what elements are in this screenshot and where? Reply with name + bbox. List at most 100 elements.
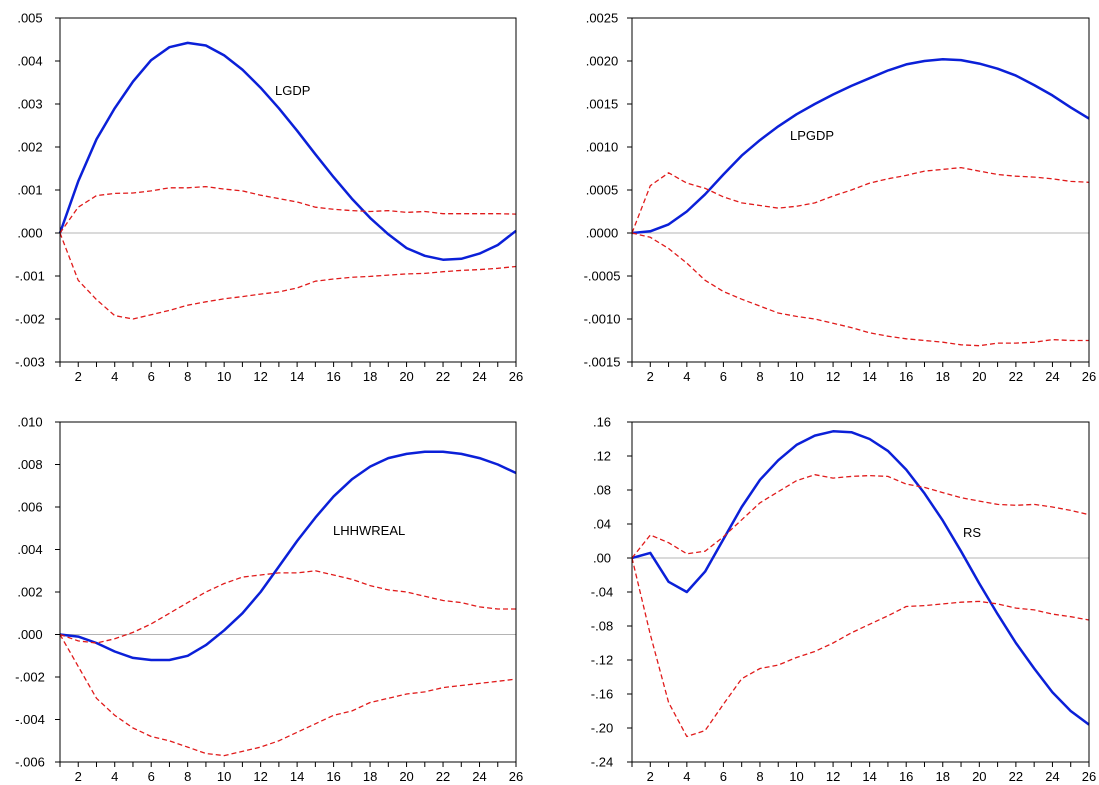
lhhwreal-x-tick-label: 26 <box>509 769 523 784</box>
lgdp-y-tick-label: .005 <box>17 11 42 26</box>
lgdp-plot-frame <box>59 17 517 363</box>
rs-y-tick-label: -.08 <box>591 619 613 634</box>
lgdp-y-tick-label: .002 <box>17 140 42 155</box>
rs-y-tick-label: .08 <box>593 483 611 498</box>
lhhwreal-x-tick-label: 6 <box>148 769 155 784</box>
rs-response-line <box>631 430 1090 726</box>
rs-x-tick-label: 4 <box>683 769 690 784</box>
panel-rs: .16 .12 .08 .04 .00 -.04 -.08 -.12 -.16 -.20 -.24 2… <box>591 415 1096 785</box>
lhhwreal-x-tick-label: 22 <box>436 769 450 784</box>
lhhwreal-upper-band-line <box>59 570 516 644</box>
lgdp-y-tick-label: .000 <box>17 226 42 241</box>
rs-y-tick-label: .12 <box>593 449 611 464</box>
lgdp-y-tick-label: -.002 <box>15 312 45 327</box>
lhhwreal-x-tick-label: 12 <box>253 769 267 784</box>
lhhwreal-y-tick-label: .000 <box>17 627 42 642</box>
lgdp-x-tick-label: 18 <box>363 369 377 384</box>
lhhwreal-x-tick-label: 14 <box>290 769 304 784</box>
lhhwreal-y-tick-label: -.004 <box>15 712 45 727</box>
lhhwreal-lower-band-line <box>59 634 517 757</box>
lpgdp-x-tick-label: 6 <box>720 369 727 384</box>
lgdp-x-tick-label: 6 <box>148 369 155 384</box>
lgdp-x-tick-label: 24 <box>472 369 486 384</box>
lgdp-response-line <box>58 41 517 261</box>
lhhwreal-x-tick-label: 20 <box>399 769 413 784</box>
lpgdp-x-tick-label: 24 <box>1045 369 1059 384</box>
lhhwreal-y-tick-label: .008 <box>17 457 42 472</box>
rs-x-tick-label: 22 <box>1009 769 1023 784</box>
lpgdp-x-tick-label: 22 <box>1009 369 1023 384</box>
lhhwreal-y-tick-label: -.006 <box>15 755 45 770</box>
rs-upper-band-line <box>631 474 1090 559</box>
lpgdp-x-tick-label: 20 <box>972 369 986 384</box>
rs-y-tick-label: .04 <box>593 517 611 532</box>
lgdp-y-tick-label: -.003 <box>15 355 45 370</box>
lgdp-x-tick-label: 20 <box>399 369 413 384</box>
lpgdp-y-tick-label: .0000 <box>586 226 619 241</box>
lhhwreal-x-tick-label: 8 <box>184 769 191 784</box>
lhhwreal-x-tick-label: 18 <box>363 769 377 784</box>
rs-x-tick-label: 12 <box>826 769 840 784</box>
lgdp-y-tick-label: .004 <box>17 54 42 69</box>
lpgdp-x-tick-label: 10 <box>789 369 803 384</box>
lgdp-x-tick-label: 10 <box>217 369 231 384</box>
lhhwreal-y-tick-label: .002 <box>17 585 42 600</box>
rs-lower-band-line <box>631 557 1090 738</box>
rs-y-tick-label: -.04 <box>591 585 613 600</box>
lpgdp-x-tick-label: 12 <box>826 369 840 384</box>
lpgdp-series-label: LPGDP <box>790 128 834 143</box>
lgdp-x-tick-label: 12 <box>253 369 267 384</box>
lhhwreal-series-label: LHHWREAL <box>333 523 405 538</box>
lpgdp-x-tick-label: 18 <box>936 369 950 384</box>
rs-x-tick-label: 14 <box>862 769 876 784</box>
lpgdp-plot-frame <box>631 17 1090 363</box>
lpgdp-x-tick-label: 14 <box>862 369 876 384</box>
rs-x-tick-label: 20 <box>972 769 986 784</box>
lhhwreal-y-tick-label: .004 <box>17 542 42 557</box>
lpgdp-response-line <box>631 58 1090 235</box>
rs-y-tick-label: -.12 <box>591 653 613 668</box>
lgdp-x-tick-label: 4 <box>111 369 118 384</box>
lpgdp-y-tick-label: -.0010 <box>584 312 621 327</box>
lgdp-x-tick-label: 16 <box>326 369 340 384</box>
lgdp-y-tick-label: .001 <box>17 183 42 198</box>
lpgdp-y-tick-label: .0025 <box>586 11 619 26</box>
rs-y-tick-label: .16 <box>593 415 611 430</box>
lpgdp-y-tick-label: .0020 <box>586 54 619 69</box>
rs-x-tick-label: 26 <box>1082 769 1096 784</box>
lpgdp-y-tick-label: .0015 <box>586 97 619 112</box>
rs-y-tick-label: -.20 <box>591 721 613 736</box>
rs-x-tick-label: 10 <box>789 769 803 784</box>
lpgdp-y-tick-label: .0010 <box>586 140 619 155</box>
lhhwreal-x-tick-label: 4 <box>111 769 118 784</box>
lpgdp-x-tick-label: 26 <box>1082 369 1096 384</box>
lpgdp-lower-band-line <box>631 232 1089 347</box>
lhhwreal-x-tick-label: 24 <box>472 769 486 784</box>
panel-lhhwreal: .010 .008 .006 .004 .002 .000 -.002 -.004 -.006 2… <box>15 415 523 785</box>
lpgdp-y-tick-label: -.0015 <box>584 355 621 370</box>
lgdp-series-label: LGDP <box>275 83 310 98</box>
rs-x-tick-label: 24 <box>1045 769 1059 784</box>
lhhwreal-x-tick-label: 2 <box>75 769 82 784</box>
panel-lpgdp: .0025 .0020 .0015 .0010 .0005 .0000 -.0005 -.00… <box>584 11 1097 385</box>
rs-series-label: RS <box>963 525 981 540</box>
rs-x-tick-label: 8 <box>756 769 763 784</box>
lhhwreal-y-tick-label: .006 <box>17 500 42 515</box>
lgdp-x-tick-label: 2 <box>75 369 82 384</box>
rs-y-tick-label: .00 <box>593 551 611 566</box>
rs-plot-frame <box>631 421 1090 763</box>
lgdp-upper-band-line <box>59 185 517 234</box>
lhhwreal-response-line <box>59 450 517 662</box>
rs-y-tick-label: -.16 <box>591 687 613 702</box>
lhhwreal-x-tick-label: 10 <box>217 769 231 784</box>
lpgdp-x-tick-label: 8 <box>756 369 763 384</box>
lgdp-x-tick-label: 14 <box>290 369 304 384</box>
lpgdp-y-tick-label: .0005 <box>586 183 619 198</box>
rs-x-tick-label: 2 <box>647 769 654 784</box>
rs-x-tick-label: 18 <box>936 769 950 784</box>
lgdp-x-tick-label: 26 <box>509 369 523 384</box>
lpgdp-upper-band-line <box>631 166 1090 234</box>
lgdp-x-tick-label: 8 <box>184 369 191 384</box>
rs-y-tick-label: -.24 <box>591 755 613 770</box>
